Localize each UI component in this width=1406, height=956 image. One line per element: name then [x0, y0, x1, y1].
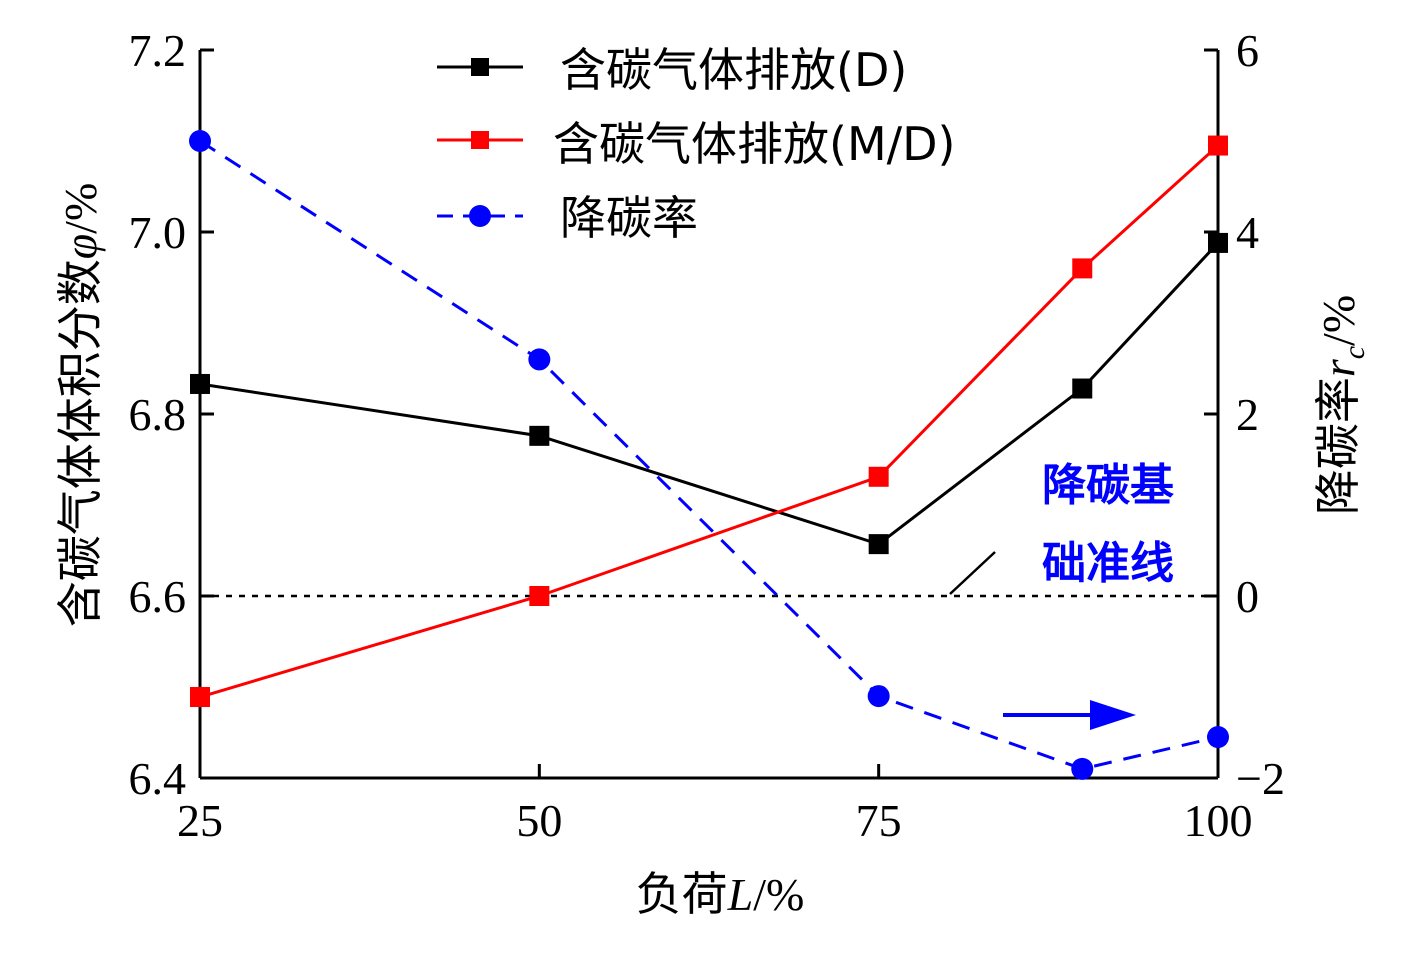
data-point-square	[529, 425, 550, 446]
series-0	[190, 232, 1228, 555]
legend-label-md: 含碳气体排放(M/D)	[553, 117, 956, 171]
axis-ticks: 25 50 75 100 6.4 6.6 6.8 7.0 7.2 −2 0 2 4 6	[129, 25, 1285, 846]
data-point-square	[190, 687, 210, 708]
data-point-circle	[528, 348, 551, 371]
data-point-circle	[189, 130, 211, 152]
data-point-square	[1208, 135, 1228, 156]
legend-label-rate: 降碳率	[560, 191, 698, 245]
data-point-square	[868, 534, 889, 555]
right-y-tick-label: −2	[1236, 753, 1285, 804]
left-y-tick-label: 7.0	[129, 207, 187, 258]
legend-entry-md: 含碳气体排放(M/D)	[437, 117, 956, 171]
legend-entry-d: 含碳气体排放(D)	[437, 43, 907, 97]
legend: 含碳气体排放(D) 含碳气体排放(M/D) 降碳率	[437, 43, 956, 245]
data-point-square	[190, 373, 210, 394]
x-tick-label: 50	[516, 795, 562, 846]
right-y-tick-label: 2	[1236, 389, 1259, 440]
legend-square-marker-icon	[471, 58, 489, 76]
right-y-tick-label: 4	[1236, 207, 1259, 258]
left-y-axis-title: 含碳气体体积分数φ/%	[53, 183, 107, 628]
series-line	[199, 139, 1219, 771]
data-point-square	[1208, 232, 1228, 253]
right-axis-arrow-icon	[1003, 700, 1136, 730]
x-tick-label: 100	[1184, 795, 1253, 846]
right-y-axis-title: 降碳率rc/%	[1311, 295, 1371, 515]
left-y-tick-label: 6.6	[129, 571, 187, 622]
x-tick-label: 25	[177, 795, 223, 846]
left-y-tick-label: 6.4	[129, 753, 187, 804]
series-layer	[189, 130, 1229, 780]
series-1	[190, 135, 1228, 708]
legend-circle-marker-icon	[469, 205, 491, 227]
right-y-tick-label: 6	[1236, 25, 1259, 76]
series-line	[199, 144, 1220, 699]
data-point-square	[1072, 258, 1093, 279]
data-point-circle	[867, 685, 890, 708]
legend-entry-rate: 降碳率	[437, 191, 698, 245]
data-point-square	[868, 466, 889, 487]
left-y-tick-label: 6.8	[129, 389, 187, 440]
x-tick-label: 75	[856, 795, 902, 846]
data-point-circle	[1071, 757, 1094, 780]
legend-label-d: 含碳气体排放(D)	[560, 43, 907, 97]
baseline-label-line2: 础准线	[1042, 538, 1174, 589]
data-point-square	[1072, 378, 1093, 399]
data-point-circle	[1207, 726, 1229, 749]
right-y-tick-label: 0	[1236, 571, 1259, 622]
data-point-square	[529, 586, 550, 606]
x-axis-title: 负荷L/%	[636, 867, 805, 921]
baseline-label-line1: 降碳基	[1042, 460, 1174, 511]
left-y-tick-label: 7.2	[129, 25, 187, 76]
series-2	[189, 130, 1229, 780]
legend-square-marker-icon	[471, 131, 489, 149]
baseline-pointer-line	[949, 551, 996, 595]
